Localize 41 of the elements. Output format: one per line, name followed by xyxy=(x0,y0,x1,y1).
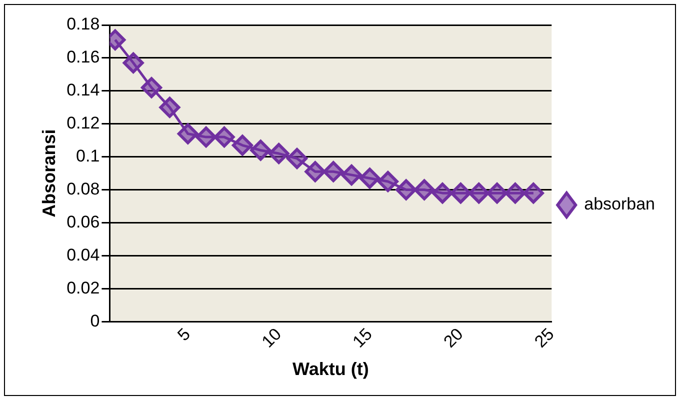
point xyxy=(286,148,308,169)
y-tick-label: 0.14 xyxy=(66,80,100,100)
point xyxy=(322,161,344,182)
y-tick-label: 0.02 xyxy=(66,278,100,298)
y-tick-label: 0.12 xyxy=(66,114,100,133)
point xyxy=(268,143,290,164)
point xyxy=(250,140,272,161)
x-tick-label: 5 xyxy=(174,324,194,345)
point xyxy=(414,179,435,200)
point xyxy=(214,126,235,148)
point xyxy=(377,171,398,192)
point xyxy=(486,182,508,204)
y-tick-label: 0.16 xyxy=(66,48,100,67)
point xyxy=(522,182,544,204)
point xyxy=(359,168,380,189)
x-tick-label: 25 xyxy=(530,324,558,352)
y-tick-label: 0.1 xyxy=(76,146,100,166)
legend-label: absorban xyxy=(584,194,655,214)
y-tick-label: 0.08 xyxy=(66,179,100,198)
x-axis-title: Waktu (t) xyxy=(292,359,369,380)
x-tick-label: 10 xyxy=(258,324,285,352)
x-tick-label: 15 xyxy=(349,324,376,352)
y-tick-label: 0.04 xyxy=(66,245,100,264)
point xyxy=(468,182,490,204)
point xyxy=(196,126,217,148)
point xyxy=(504,182,526,204)
y-axis-title: Absoransi xyxy=(38,129,59,218)
x-tick-label: 20 xyxy=(440,324,467,352)
y-tick-label: 0.06 xyxy=(66,212,100,232)
point xyxy=(450,182,472,204)
point xyxy=(122,52,144,74)
point xyxy=(304,161,326,182)
point xyxy=(141,77,162,98)
point xyxy=(232,134,253,156)
point xyxy=(396,179,417,200)
point xyxy=(341,164,362,186)
y-tick-label: 0.18 xyxy=(66,14,100,34)
point xyxy=(159,96,180,118)
point xyxy=(432,182,453,204)
point xyxy=(177,123,198,144)
y-tick-label: 0 xyxy=(90,311,100,330)
